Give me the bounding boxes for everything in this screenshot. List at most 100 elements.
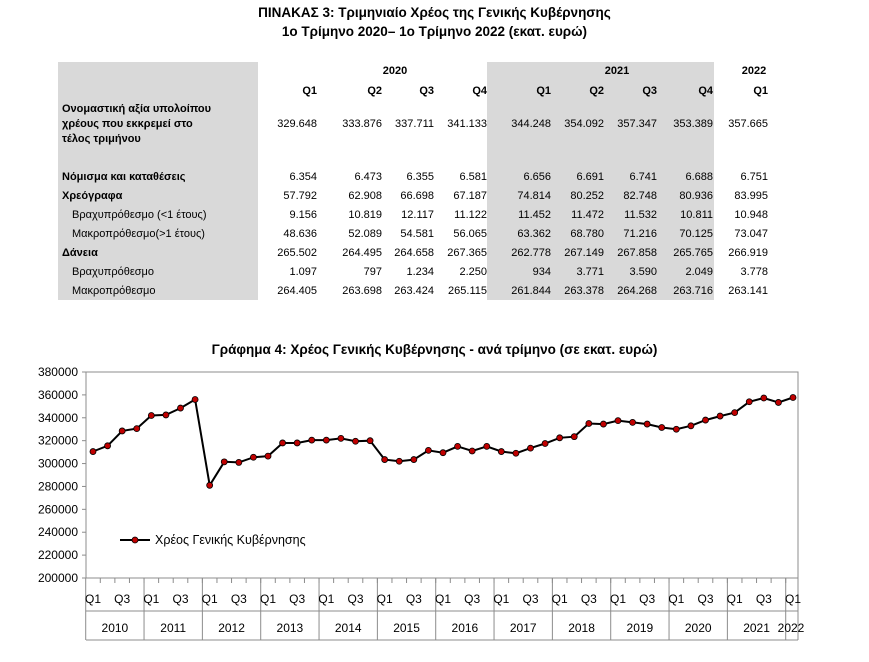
data-point (264, 452, 272, 460)
table-cell: 261.844 (511, 285, 551, 297)
year-header: 2022 (741, 65, 767, 77)
table-cell: 333.876 (342, 118, 382, 130)
data-point (760, 394, 768, 402)
table-cell: 11.532 (624, 209, 657, 221)
table-cell: 265.502 (277, 247, 317, 259)
table-cell: 6.354 (289, 171, 317, 183)
data-point (585, 420, 593, 427)
y-tick-label: 300000 (38, 457, 78, 471)
year-label: 2010 (102, 621, 129, 635)
table-cell: 3.771 (576, 266, 604, 278)
y-tick-label: 340000 (38, 411, 78, 425)
data-point (206, 481, 214, 489)
table-cell: 71.216 (623, 228, 657, 240)
table-cell: 3.590 (629, 266, 657, 278)
table-cell: 797 (363, 266, 382, 278)
table-cell: 341.133 (447, 118, 487, 130)
table-shade-2021 (487, 62, 714, 300)
table-cell: 52.089 (348, 228, 382, 240)
data-point (308, 436, 316, 444)
table-cell: 2.250 (459, 266, 487, 278)
table-cell: 11.122 (454, 209, 487, 221)
table-cell: 6.751 (740, 171, 768, 183)
row-label: Βραχυπρόθεσμο (72, 266, 154, 278)
x-tick-label: Q3 (522, 592, 538, 606)
data-point (118, 427, 126, 435)
table-cell: 6.741 (629, 171, 657, 183)
data-point (541, 440, 549, 447)
quarter-header: Q2 (367, 85, 382, 97)
data-point (527, 444, 534, 452)
x-tick-label: Q3 (697, 592, 713, 606)
table-cell: 353.389 (673, 118, 713, 130)
table-cell: 67.187 (453, 190, 487, 202)
table-cell: 6.691 (576, 171, 604, 183)
row-label: Βραχυπρόθεσμο (<1 έτους) (72, 209, 207, 221)
table-cell: 266.919 (728, 247, 768, 259)
x-tick-label: Q3 (639, 592, 655, 606)
row-label: Χρεόγραφα (62, 190, 123, 202)
table-shade-left (58, 62, 258, 300)
data-point (614, 417, 622, 425)
year-label: 2015 (393, 621, 420, 635)
table-cell: 337.711 (395, 118, 434, 130)
data-point (570, 433, 578, 441)
table-cell: 262.778 (511, 247, 551, 259)
data-point (629, 418, 636, 426)
table-cell: 9.156 (289, 209, 317, 221)
data-point (191, 396, 199, 403)
table-cell: 357.347 (617, 118, 657, 130)
x-tick-label: Q1 (435, 592, 451, 606)
x-tick-label: Q3 (464, 592, 480, 606)
quarter-header: Q3 (642, 85, 657, 97)
data-point (293, 439, 301, 447)
table-cell: 263.716 (673, 285, 713, 297)
data-point (468, 447, 476, 455)
data-point (556, 434, 564, 442)
legend-label: Χρέος Γενικής Κυβέρνησης (155, 533, 306, 547)
x-tick-label: Q3 (172, 592, 188, 606)
y-tick-label: 380000 (38, 365, 78, 379)
quarter-header: Q1 (753, 85, 768, 97)
table-cell: 1.234 (406, 266, 434, 278)
table-cell: 10.819 (348, 209, 382, 221)
data-point (177, 404, 184, 412)
year-label: 2018 (568, 621, 595, 635)
table-cell: 74.814 (517, 190, 551, 202)
data-point (672, 425, 680, 433)
table-cell: 6.688 (685, 171, 713, 183)
quarter-header: Q3 (419, 85, 434, 97)
table-cell: 265.115 (448, 285, 487, 297)
data-point (497, 448, 505, 455)
table-cell: 2.049 (685, 266, 713, 278)
table-cell: 10.948 (734, 209, 768, 221)
data-point (483, 442, 491, 450)
legend-marker (131, 536, 139, 544)
x-tick-label: Q1 (493, 592, 509, 606)
year-label: 2021 (743, 621, 770, 635)
table-cell: 354.092 (564, 118, 604, 130)
y-tick-label: 260000 (38, 502, 78, 516)
data-point (162, 411, 170, 419)
table-cell: 62.908 (348, 190, 382, 202)
data-point (235, 459, 243, 466)
table-cell: 83.995 (734, 190, 768, 202)
y-tick-label: 200000 (38, 571, 78, 585)
data-point (279, 439, 286, 447)
year-label: 2014 (335, 621, 362, 635)
x-tick-label: Q3 (406, 592, 422, 606)
row-label: Ονομαστική αξία υπολοίπου (62, 103, 212, 115)
x-tick-label: Q1 (85, 592, 101, 606)
row-label: χρέους που εκκρεμεί στο (62, 118, 193, 130)
quarter-header: Q1 (302, 85, 317, 97)
year-label: 2017 (510, 621, 537, 635)
quarter-header: Q1 (536, 85, 551, 97)
table-cell: 263.141 (728, 285, 768, 297)
data-point (454, 442, 461, 450)
table-cell: 263.378 (564, 285, 604, 297)
data-point (220, 458, 228, 466)
table-cell: 264.495 (342, 247, 382, 259)
table-cell: 54.581 (400, 228, 434, 240)
table-cell: 70.125 (679, 228, 713, 240)
year-header: 2021 (604, 65, 630, 77)
